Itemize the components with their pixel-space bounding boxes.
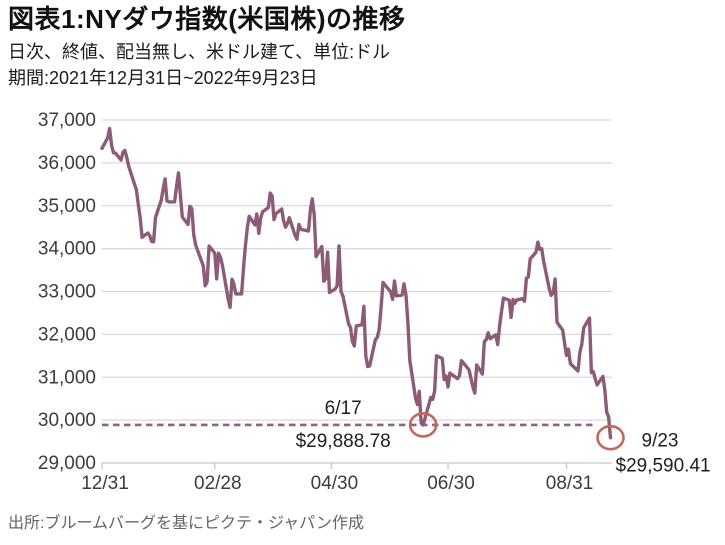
y-axis-label: 31,000 <box>38 367 96 388</box>
dow-series-line <box>100 126 613 440</box>
figure-title: 図表1:NYダウ指数(米国株)の推移 <box>8 4 406 34</box>
x-axis-label: 04/30 <box>311 473 359 494</box>
x-axis-label: 08/31 <box>546 473 594 494</box>
y-axis-label: 29,000 <box>38 453 96 474</box>
figure-period: 期間:2021年12月31日~2022年9月23日 <box>8 68 318 89</box>
annotation-label: 9/23 <box>642 431 679 452</box>
y-axis-label: 37,000 <box>38 110 96 131</box>
y-axis-label: 36,000 <box>38 153 96 174</box>
x-axis-label: 06/30 <box>427 473 475 494</box>
x-axis-label: 12/31 <box>81 473 129 494</box>
source-note: 出所:ブルームバーグを基にピクテ・ジャパン作成 <box>8 515 364 532</box>
annotation-circle <box>596 424 625 451</box>
y-axis-label: 32,000 <box>38 324 96 345</box>
annotation-label: $29,590.41 <box>616 456 711 477</box>
y-axis-label: 33,000 <box>38 282 96 303</box>
annotation-label: $29,888.78 <box>296 431 391 452</box>
annotation-circle <box>408 412 438 438</box>
x-axis-label: 02/28 <box>194 473 242 494</box>
annotation-label: 6/17 <box>325 398 362 419</box>
y-axis-label: 35,000 <box>38 196 96 217</box>
figure-header: 図表1:NYダウ指数(米国株)の推移 日次、終値、配当無し、米ドル建て、単位:ド… <box>8 4 719 90</box>
figure-subtitle: 日次、終値、配当無し、米ドル建て、単位:ドル <box>8 41 391 62</box>
y-axis-label: 30,000 <box>38 410 96 431</box>
y-axis-label: 34,000 <box>38 239 96 260</box>
